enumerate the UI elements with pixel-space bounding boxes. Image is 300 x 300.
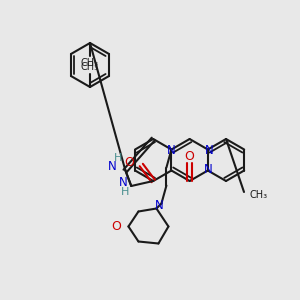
Text: N: N [204, 144, 213, 157]
Text: O: O [185, 149, 195, 163]
Text: CH₃: CH₃ [250, 190, 268, 200]
Text: N: N [118, 176, 127, 188]
Text: N: N [203, 163, 212, 176]
Text: O: O [112, 220, 122, 233]
Text: N: N [155, 199, 164, 212]
Text: H: H [121, 187, 129, 197]
Text: H: H [114, 153, 122, 163]
Text: O: O [124, 157, 134, 169]
Text: N: N [167, 144, 176, 157]
Text: N: N [108, 160, 117, 172]
Text: CH₃: CH₃ [81, 58, 99, 68]
Text: CH₃: CH₃ [81, 62, 99, 72]
